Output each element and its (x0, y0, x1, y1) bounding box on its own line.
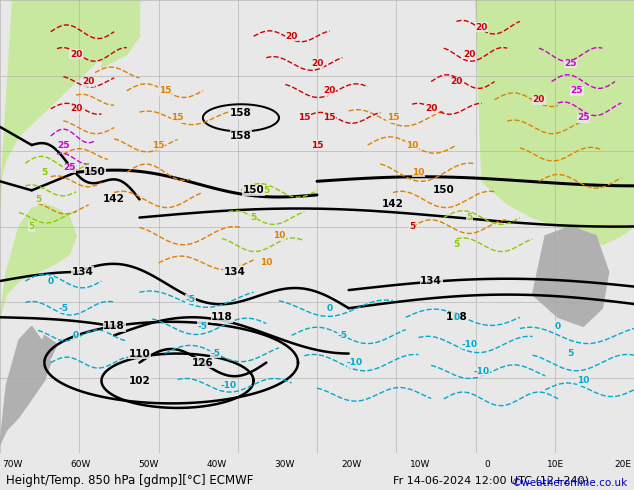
Text: 25: 25 (577, 113, 590, 122)
Text: 118: 118 (103, 321, 125, 331)
Text: 5: 5 (567, 349, 574, 358)
Text: -10: -10 (347, 358, 363, 367)
Text: -10: -10 (461, 340, 477, 349)
Text: 20: 20 (70, 50, 82, 59)
Text: 5: 5 (453, 240, 460, 249)
Text: 118: 118 (211, 312, 233, 322)
Text: Fr 14-06-2024 12:00 UTC (12+240): Fr 14-06-2024 12:00 UTC (12+240) (393, 476, 589, 486)
Text: 25: 25 (564, 59, 577, 68)
Text: 20: 20 (311, 59, 323, 68)
Text: 15: 15 (298, 113, 311, 122)
Text: 20E: 20E (615, 460, 631, 469)
Text: -5: -5 (198, 322, 208, 331)
Text: 0: 0 (48, 276, 54, 286)
Text: -5: -5 (58, 304, 68, 313)
Text: 25: 25 (571, 86, 583, 95)
Text: -10: -10 (474, 367, 490, 376)
Text: 142: 142 (382, 199, 404, 209)
Text: 15: 15 (152, 141, 165, 149)
Text: 20W: 20W (342, 460, 362, 469)
Text: Height/Temp. 850 hPa [gdmp][°C] ECMWF: Height/Temp. 850 hPa [gdmp][°C] ECMWF (6, 474, 254, 488)
Text: 30W: 30W (274, 460, 294, 469)
Text: 142: 142 (103, 195, 125, 204)
Text: 10: 10 (273, 231, 285, 240)
Text: 50W: 50W (138, 460, 158, 469)
Text: 20: 20 (463, 50, 476, 59)
Text: 15: 15 (387, 113, 399, 122)
Polygon shape (38, 335, 57, 358)
Text: 10W: 10W (410, 460, 430, 469)
Text: 5: 5 (35, 195, 41, 204)
Text: 10: 10 (577, 376, 590, 385)
Text: 158: 158 (230, 131, 252, 141)
Text: -5: -5 (210, 349, 221, 358)
Text: 10E: 10E (547, 460, 564, 469)
Polygon shape (615, 113, 634, 204)
Text: -10: -10 (220, 381, 236, 390)
Text: 20: 20 (450, 77, 463, 86)
Text: 40W: 40W (206, 460, 226, 469)
Text: 5: 5 (250, 213, 257, 222)
Text: 15: 15 (158, 86, 171, 95)
Text: 0: 0 (484, 460, 491, 469)
Text: 134: 134 (224, 267, 245, 277)
Text: 0: 0 (555, 322, 561, 331)
Text: 15: 15 (323, 113, 336, 122)
Text: 10: 10 (260, 258, 273, 268)
Polygon shape (0, 326, 51, 444)
Text: 134: 134 (72, 267, 93, 277)
Text: 25: 25 (63, 163, 76, 172)
Text: 5: 5 (41, 168, 48, 177)
Text: 15: 15 (311, 141, 323, 149)
Polygon shape (0, 0, 139, 204)
Text: 20: 20 (82, 77, 95, 86)
Text: 5: 5 (409, 222, 415, 231)
Text: 15: 15 (171, 113, 184, 122)
Text: 20: 20 (476, 23, 488, 32)
Polygon shape (0, 204, 76, 318)
Text: ©weatheronline.co.uk: ©weatheronline.co.uk (512, 478, 628, 488)
Text: 0: 0 (73, 331, 79, 340)
Text: 20: 20 (70, 104, 82, 113)
Text: 150: 150 (433, 185, 455, 196)
Text: 110: 110 (129, 348, 150, 359)
Text: 20: 20 (285, 32, 298, 41)
Text: 20: 20 (533, 95, 545, 104)
Text: 158: 158 (230, 108, 252, 118)
Text: 70W: 70W (3, 460, 23, 469)
Text: 5: 5 (29, 222, 35, 231)
Text: 10: 10 (412, 168, 425, 177)
Text: 20: 20 (425, 104, 437, 113)
Text: 10: 10 (406, 141, 418, 149)
Text: 102: 102 (129, 376, 150, 386)
Text: 150: 150 (84, 167, 106, 177)
Text: 5: 5 (466, 213, 472, 222)
Text: -5: -5 (185, 294, 195, 304)
Polygon shape (533, 226, 609, 326)
Text: 25: 25 (57, 141, 70, 149)
Text: -5: -5 (337, 331, 347, 340)
Text: 126: 126 (192, 358, 214, 368)
Text: 0: 0 (453, 313, 460, 322)
Text: 134: 134 (420, 276, 442, 286)
Text: 20: 20 (323, 86, 336, 95)
Text: 60W: 60W (70, 460, 91, 469)
Polygon shape (101, 0, 139, 68)
Polygon shape (476, 0, 634, 245)
Text: 150: 150 (243, 185, 264, 196)
Text: 118: 118 (446, 312, 467, 322)
Text: 5: 5 (263, 186, 269, 195)
Text: 0: 0 (327, 304, 333, 313)
